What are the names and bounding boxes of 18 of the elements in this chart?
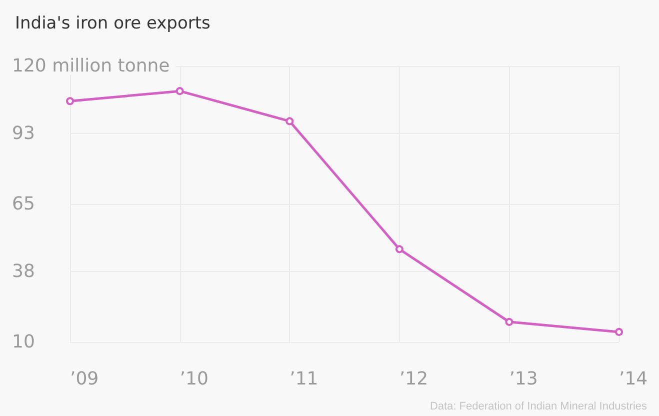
- x-tick-label: ’10: [180, 368, 208, 390]
- point: [505, 318, 514, 326]
- y-tick-label: 120 million tonne: [12, 56, 170, 76]
- y-tick-label: 10: [12, 332, 35, 352]
- x-tick-label: ’14: [619, 368, 648, 390]
- point: [615, 328, 623, 336]
- point: [286, 117, 294, 126]
- x-tick-label: ’09: [70, 368, 99, 390]
- point: [395, 245, 404, 254]
- x-tick-label: ’13: [509, 368, 538, 390]
- y-tick-label: 93: [12, 123, 35, 144]
- y-tick-label: 65: [12, 194, 35, 214]
- chart-title: India's iron ore exports: [15, 14, 211, 34]
- x-tick-label: ’11: [290, 368, 318, 390]
- y-tick-label: 38: [12, 261, 35, 282]
- x-tick-label: ’12: [399, 368, 428, 390]
- point: [176, 87, 184, 96]
- point: [66, 97, 74, 106]
